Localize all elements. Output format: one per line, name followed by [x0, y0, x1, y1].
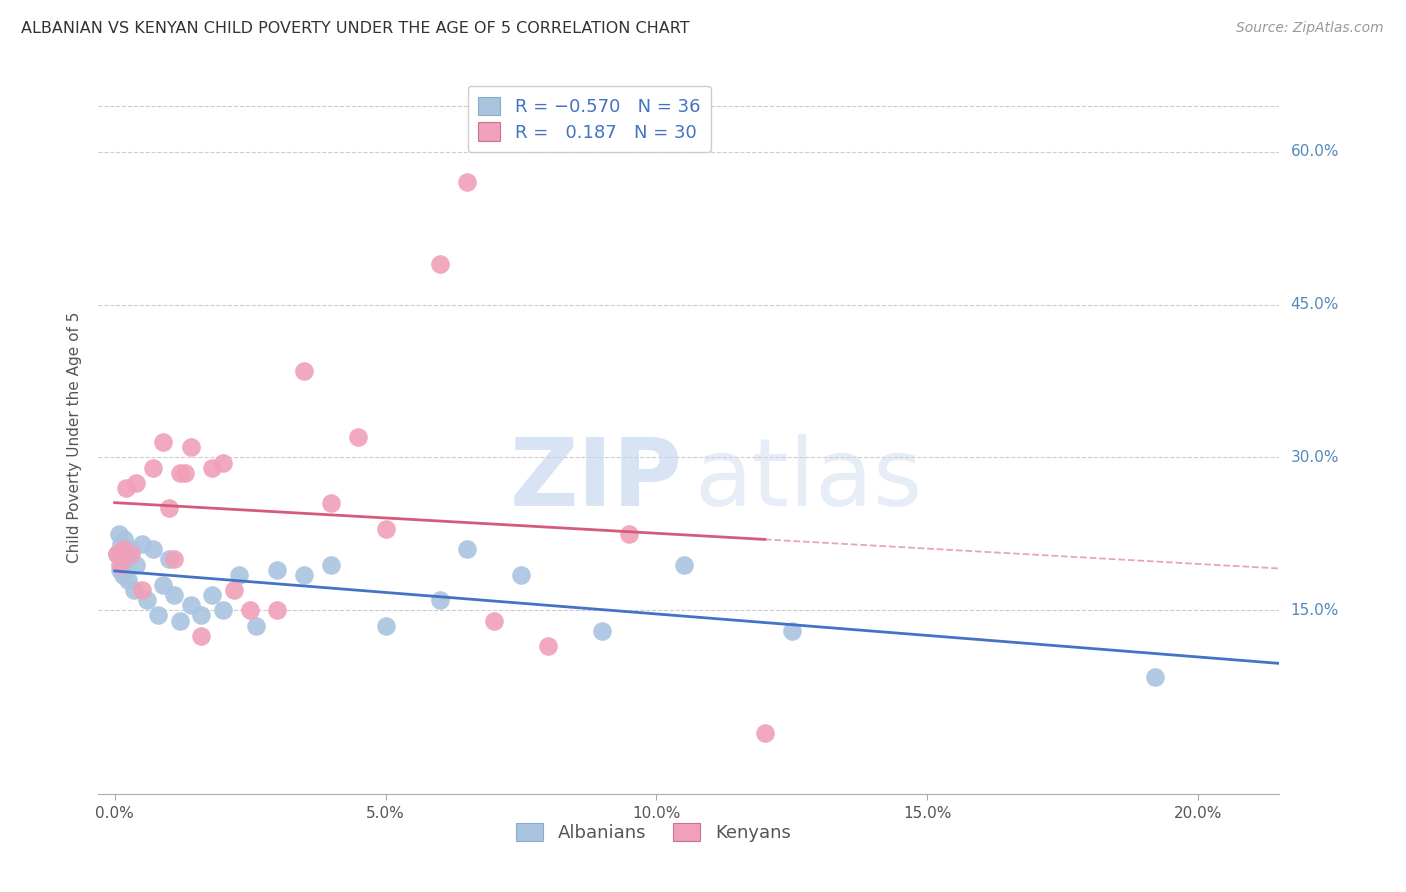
Point: [163, 552, 186, 566]
Point: [266, 603, 288, 617]
Point: [780, 624, 803, 638]
Point: [456, 175, 478, 189]
Point: [212, 456, 235, 470]
Text: 45.0%: 45.0%: [1291, 297, 1339, 312]
Text: ZIP: ZIP: [510, 434, 683, 526]
Point: [374, 618, 396, 632]
Point: [321, 558, 343, 572]
Point: [1143, 670, 1166, 684]
Point: [111, 567, 134, 582]
Point: [222, 582, 245, 597]
Point: [619, 527, 641, 541]
Point: [321, 496, 343, 510]
Point: [174, 466, 197, 480]
Point: [754, 725, 776, 739]
Point: [228, 567, 250, 582]
Point: [169, 466, 191, 480]
Point: [672, 558, 695, 572]
Point: [142, 542, 165, 557]
Point: [429, 593, 451, 607]
Point: [537, 639, 560, 653]
Point: [108, 563, 131, 577]
Point: [122, 582, 145, 597]
Point: [117, 573, 139, 587]
Point: [374, 522, 396, 536]
Point: [180, 599, 202, 613]
Point: [157, 552, 180, 566]
Point: [120, 547, 142, 561]
Point: [510, 567, 533, 582]
Point: [142, 460, 165, 475]
Point: [180, 440, 202, 454]
Text: 15.0%: 15.0%: [1291, 603, 1339, 618]
Point: [114, 552, 136, 566]
Point: [108, 527, 131, 541]
Y-axis label: Child Poverty Under the Age of 5: Child Poverty Under the Age of 5: [66, 311, 82, 563]
Point: [120, 542, 142, 557]
Text: atlas: atlas: [695, 434, 924, 526]
Point: [163, 588, 186, 602]
Point: [110, 537, 132, 551]
Point: [190, 608, 212, 623]
Point: [292, 364, 315, 378]
Point: [292, 567, 315, 582]
Point: [105, 547, 128, 561]
Point: [131, 537, 153, 551]
Point: [201, 460, 224, 475]
Text: ALBANIAN VS KENYAN CHILD POVERTY UNDER THE AGE OF 5 CORRELATION CHART: ALBANIAN VS KENYAN CHILD POVERTY UNDER T…: [21, 21, 690, 37]
Point: [456, 542, 478, 557]
Point: [157, 501, 180, 516]
Point: [245, 618, 267, 632]
Point: [190, 629, 212, 643]
Point: [131, 582, 153, 597]
Text: Source: ZipAtlas.com: Source: ZipAtlas.com: [1236, 21, 1384, 36]
Point: [212, 603, 235, 617]
Point: [152, 578, 174, 592]
Point: [125, 558, 148, 572]
Legend: Albanians, Kenyans: Albanians, Kenyans: [509, 815, 799, 849]
Point: [591, 624, 613, 638]
Point: [146, 608, 169, 623]
Point: [112, 532, 135, 546]
Point: [111, 542, 134, 557]
Point: [429, 257, 451, 271]
Point: [347, 430, 370, 444]
Point: [201, 588, 224, 602]
Point: [105, 547, 128, 561]
Point: [136, 593, 159, 607]
Point: [125, 475, 148, 490]
Point: [114, 481, 136, 495]
Point: [108, 558, 131, 572]
Point: [169, 614, 191, 628]
Point: [482, 614, 505, 628]
Point: [152, 435, 174, 450]
Text: 30.0%: 30.0%: [1291, 450, 1339, 465]
Text: 60.0%: 60.0%: [1291, 145, 1339, 159]
Point: [266, 563, 288, 577]
Point: [239, 603, 262, 617]
